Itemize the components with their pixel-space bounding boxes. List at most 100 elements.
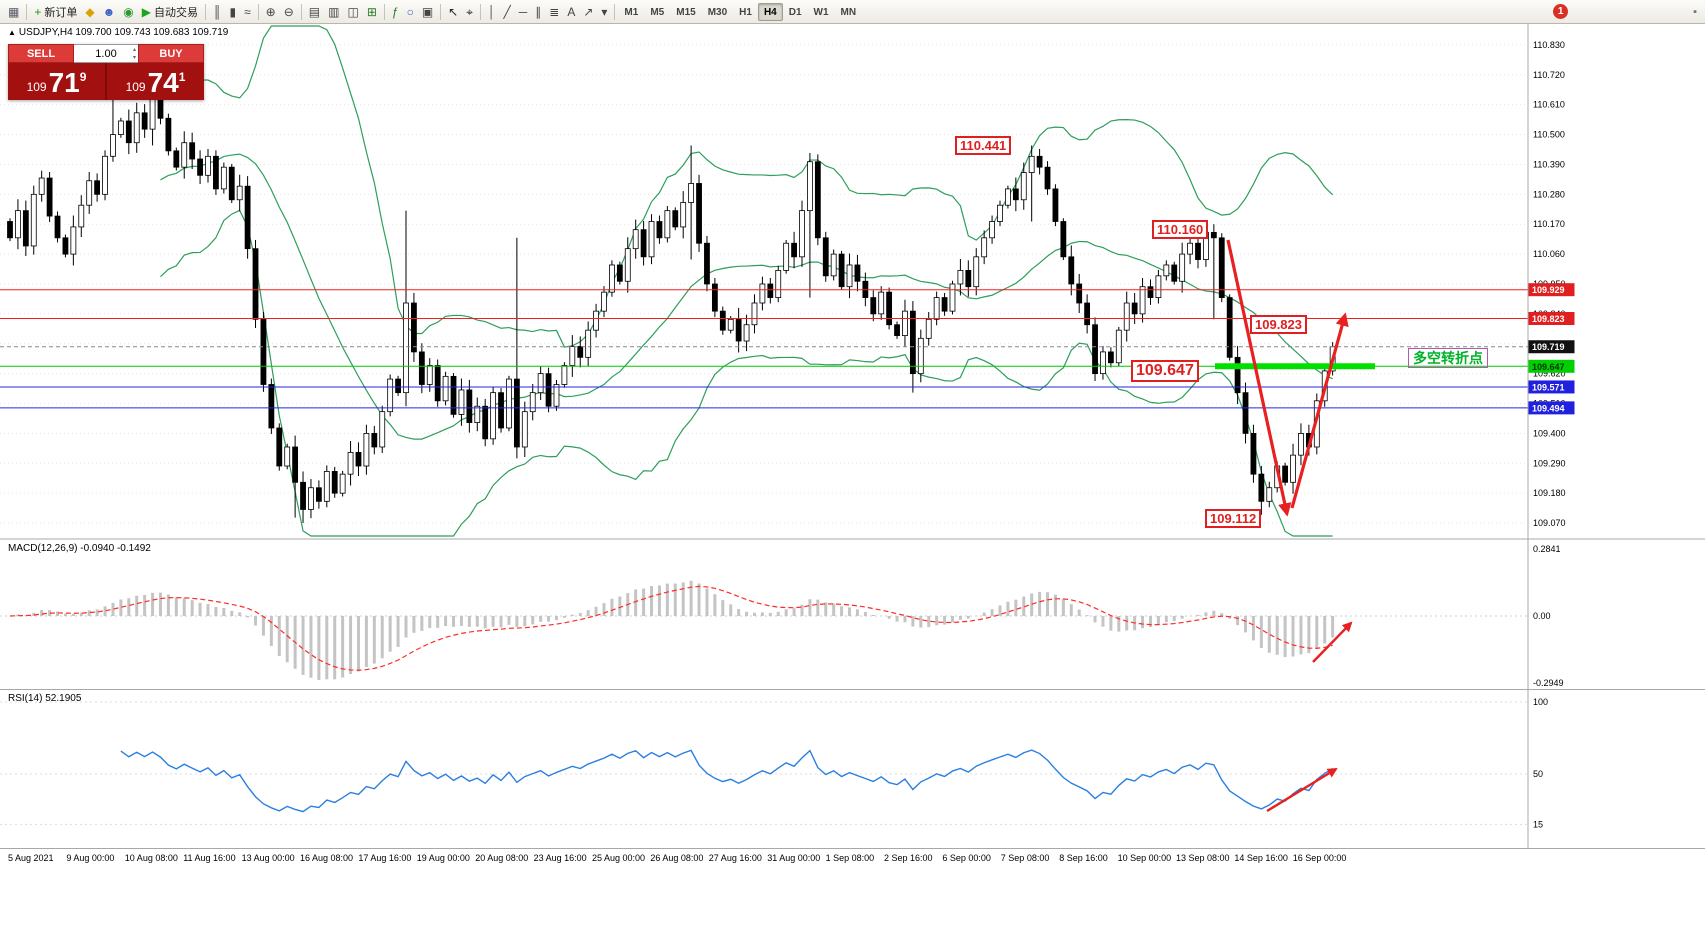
channel-icon: ∥ bbox=[535, 4, 542, 19]
candle-chart-icon: ▮ bbox=[229, 4, 237, 19]
toolbar-separator bbox=[614, 3, 616, 20]
macd-axis-tick: 0.2841 bbox=[1533, 544, 1561, 554]
sell-price-base: 109 bbox=[26, 80, 47, 94]
timeframe-d1[interactable]: D1 bbox=[783, 3, 808, 21]
arrows-tool-icon: ↗ bbox=[583, 4, 594, 19]
fibonacci-icon[interactable]: ≣ bbox=[545, 2, 563, 22]
red-trend-arrow[interactable] bbox=[1290, 312, 1349, 509]
rsi-pane[interactable]: 100 50 15 bbox=[0, 697, 1548, 829]
red-trend-arrow[interactable] bbox=[1266, 767, 1338, 813]
timeframe-mn[interactable]: MN bbox=[835, 3, 863, 21]
volume-up-icon[interactable]: ▴ bbox=[132, 47, 136, 53]
timeframe-m5[interactable]: M5 bbox=[644, 3, 670, 21]
zoom-out-icon[interactable]: ⊖ bbox=[280, 2, 298, 22]
time-tick: 16 Aug 08:00 bbox=[300, 853, 353, 863]
toolbar-corner-icon[interactable]: ▪ bbox=[1693, 5, 1697, 18]
timeframe-m15[interactable]: M15 bbox=[670, 3, 701, 21]
indicators-icon[interactable]: ƒ bbox=[388, 2, 403, 22]
cascade-windows-icon[interactable]: ▥ bbox=[324, 2, 343, 22]
autotrade-button[interactable]: ▶ 自动交易 bbox=[138, 2, 202, 22]
red-trend-arrow[interactable] bbox=[1312, 621, 1353, 663]
timeframe-m30[interactable]: M30 bbox=[702, 3, 733, 21]
price-tick: 110.060 bbox=[1533, 249, 1565, 259]
candle-chart-icon[interactable]: ▮ bbox=[225, 2, 240, 22]
sell-price-point: 9 bbox=[79, 70, 87, 84]
buy-price[interactable]: 109 74 1 bbox=[107, 63, 204, 100]
svg-text:109.929: 109.929 bbox=[1532, 285, 1565, 295]
arrange-windows-icon[interactable]: ◫ bbox=[343, 2, 362, 22]
sell-button[interactable]: SELL bbox=[8, 44, 74, 63]
trendline-icon[interactable]: ╱ bbox=[500, 2, 515, 22]
axis-tag-109.823: 109.823 bbox=[1528, 311, 1575, 325]
bar-chart-icon[interactable]: ║ bbox=[209, 2, 226, 22]
price-annotation-110.441[interactable]: 110.441 bbox=[955, 136, 1012, 155]
toolbar-separator bbox=[204, 3, 206, 20]
volume-down-icon[interactable]: ▾ bbox=[132, 55, 136, 61]
turning-point-label[interactable]: 多空转折点 bbox=[1408, 348, 1488, 368]
chart-shot-icon[interactable]: ▣ bbox=[418, 2, 437, 22]
timeframe-h1[interactable]: H1 bbox=[733, 3, 758, 21]
periods-icon[interactable]: ○ bbox=[403, 2, 418, 22]
line-chart-icon: ≈ bbox=[244, 4, 251, 19]
profile-icon: ☻ bbox=[102, 4, 116, 19]
zoom-in-icon: ⊕ bbox=[265, 4, 276, 19]
time-axis[interactable]: 5 Aug 2021 9 Aug 00:00 10 Aug 08:00 11 Aug … bbox=[8, 853, 1346, 863]
time-tick: 9 Aug 00:00 bbox=[66, 853, 114, 863]
price-tick: 109.290 bbox=[1533, 458, 1566, 468]
crosshair-icon[interactable]: ⌖ bbox=[462, 2, 477, 22]
cursor-icon[interactable]: ↖ bbox=[444, 2, 462, 22]
price-annotation-110.160[interactable]: 110.160 bbox=[1152, 220, 1209, 239]
arrows-tool-icon[interactable]: ↗ bbox=[579, 2, 597, 22]
time-tick: 25 Aug 00:00 bbox=[592, 853, 645, 863]
grid-icon[interactable]: ⊞ bbox=[363, 2, 381, 22]
collapse-triangle-icon[interactable]: ▲ bbox=[8, 28, 16, 37]
macd-pane[interactable]: 0.2841 0.00 -0.2949 bbox=[0, 544, 1564, 688]
timeframe-m1[interactable]: M1 bbox=[618, 3, 644, 21]
rsi-line bbox=[120, 749, 1333, 813]
new-order-button[interactable]: + 新订单 bbox=[30, 2, 81, 22]
vertical-line-icon[interactable]: │ bbox=[484, 2, 500, 22]
timeframe-w1[interactable]: W1 bbox=[808, 3, 835, 21]
line-chart-icon[interactable]: ≈ bbox=[240, 2, 255, 22]
horizontal-level-lines[interactable] bbox=[0, 289, 1528, 409]
time-tick: 7 Sep 08:00 bbox=[1001, 853, 1050, 863]
price-tick: 110.830 bbox=[1533, 40, 1565, 50]
new-order-button-text: 新订单 bbox=[44, 6, 78, 19]
buy-button[interactable]: BUY bbox=[138, 44, 204, 63]
charts-count-badge[interactable]: 1 bbox=[1553, 4, 1569, 19]
horizontal-line-icon[interactable]: ─ bbox=[515, 2, 532, 22]
price-axis[interactable]: 110.830 110.720 110.610 110.500 110.390 110.2… bbox=[1528, 40, 1575, 528]
volume-value: 1.00 bbox=[95, 47, 117, 60]
time-tick: 13 Aug 00:00 bbox=[242, 853, 295, 863]
sell-price[interactable]: 109 71 9 bbox=[8, 63, 105, 100]
price-tick: 110.390 bbox=[1533, 159, 1565, 169]
profile-icon[interactable]: ☻ bbox=[99, 2, 120, 22]
zoom-in-icon[interactable]: ⊕ bbox=[262, 2, 280, 22]
shapes-dropdown-icon[interactable]: ▾ bbox=[597, 2, 611, 22]
time-tick: 16 Sep 00:00 bbox=[1293, 853, 1347, 863]
volume-stepper[interactable]: 1.00 ▴ ▾ bbox=[74, 44, 138, 63]
price-annotation-109.823[interactable]: 109.823 bbox=[1250, 315, 1307, 334]
price-annotation-109.647[interactable]: 109.647 bbox=[1131, 360, 1199, 382]
chart-window-icon[interactable]: ▦ bbox=[4, 2, 23, 22]
buy-price-base: 109 bbox=[125, 80, 146, 94]
zoom-out-icon: ⊖ bbox=[283, 4, 294, 19]
new-order-icon: + bbox=[34, 4, 42, 19]
candles[interactable] bbox=[7, 74, 1336, 524]
timeframe-h4[interactable]: H4 bbox=[757, 2, 783, 21]
price-annotation-109.112[interactable]: 109.112 bbox=[1205, 509, 1262, 528]
text-label-icon[interactable]: A bbox=[563, 2, 579, 22]
tile-windows-icon[interactable]: ▤ bbox=[305, 2, 324, 22]
trend-arrows[interactable] bbox=[1226, 239, 1353, 813]
time-tick: 14 Sep 16:00 bbox=[1234, 853, 1288, 863]
volume-arrows[interactable]: ▴ ▾ bbox=[133, 46, 136, 62]
channel-icon[interactable]: ∥ bbox=[531, 2, 545, 22]
quotes-icon[interactable]: ◆ bbox=[81, 2, 98, 22]
vertical-line-icon: │ bbox=[488, 4, 496, 19]
svg-text:109.571: 109.571 bbox=[1532, 382, 1565, 392]
price-divider bbox=[105, 63, 107, 100]
red-trend-arrow[interactable] bbox=[1226, 239, 1292, 517]
news-icon[interactable]: ◉ bbox=[119, 2, 137, 22]
buy-price-point: 1 bbox=[178, 70, 186, 84]
